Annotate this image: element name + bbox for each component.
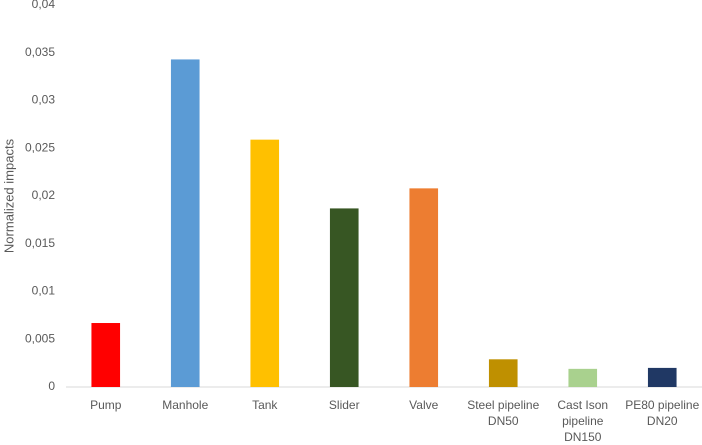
- y-tick-label: 0: [48, 379, 55, 393]
- y-tick-label: 0,025: [25, 140, 55, 154]
- x-tick-label: PE80 pipeline DN20: [625, 398, 700, 428]
- y-tick-label: 0,03: [32, 93, 56, 107]
- y-tick-label: 0,005: [25, 331, 55, 345]
- bar: [568, 368, 598, 387]
- bar: [647, 367, 677, 387]
- x-tick-label: Valve: [409, 398, 439, 412]
- bar: [488, 359, 518, 387]
- x-tick-label: Steel pipeline DN50: [467, 398, 540, 428]
- bar: [409, 188, 439, 387]
- bar: [329, 208, 359, 387]
- bar: [250, 139, 280, 387]
- x-tick-label: Manhole: [162, 398, 209, 412]
- bar: [170, 59, 200, 388]
- y-tick-label: 0,015: [25, 236, 55, 250]
- bar: [91, 323, 121, 387]
- x-tick-label: Pump: [90, 398, 122, 412]
- y-tick-label: 0,01: [32, 284, 56, 298]
- x-tick-label: Slider: [328, 398, 360, 412]
- y-tick-label: 0,04: [32, 0, 56, 11]
- y-tick-label: 0,02: [32, 188, 56, 202]
- y-tick-label: 0,035: [25, 45, 55, 59]
- y-axis-label: Normalized impacts: [1, 138, 16, 253]
- x-tick-label: Tank: [252, 398, 278, 412]
- x-tick-label: Cast Ison pipeline DN150: [557, 398, 609, 444]
